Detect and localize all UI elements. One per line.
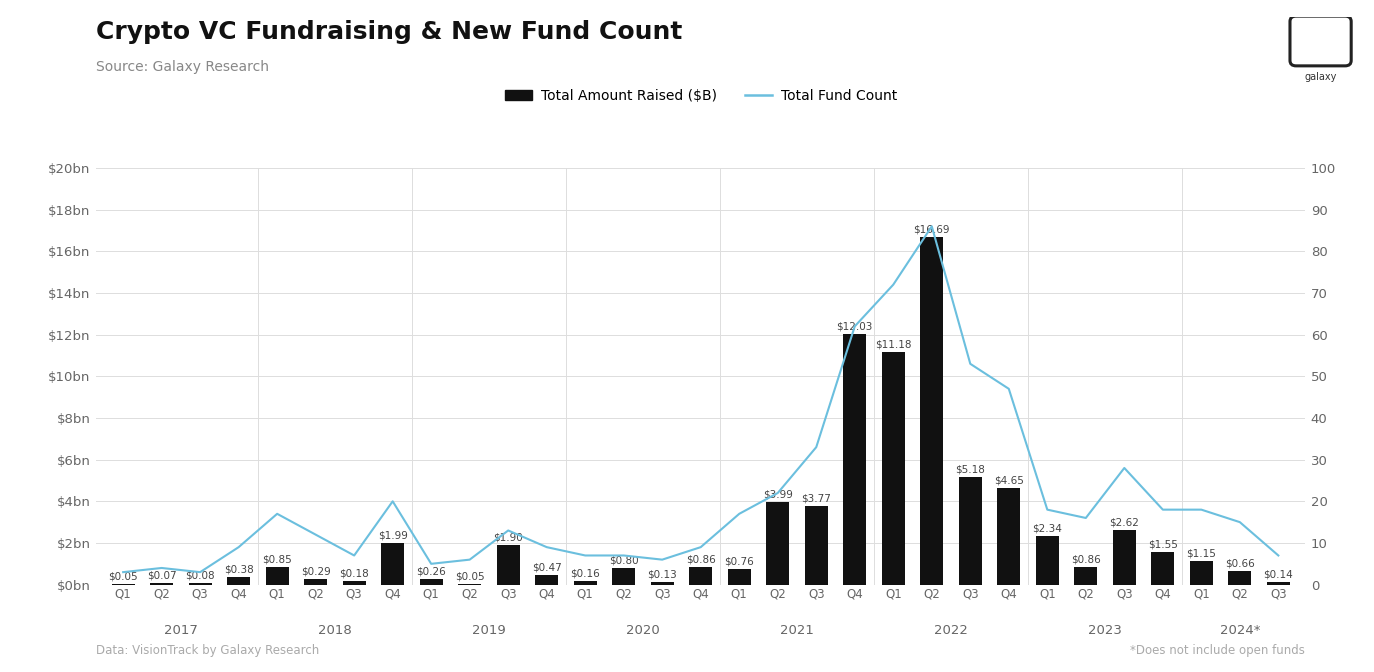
Text: $0.66: $0.66 [1226, 558, 1254, 569]
Text: $0.86: $0.86 [686, 554, 716, 564]
Text: $0.80: $0.80 [609, 556, 639, 565]
Bar [111, 583, 135, 585]
Text: 2020: 2020 [627, 624, 660, 636]
Text: $2.34: $2.34 [1032, 523, 1062, 534]
Bar [534, 575, 558, 585]
Bar [150, 583, 173, 585]
Bar [1036, 536, 1059, 585]
Text: $0.76: $0.76 [724, 556, 754, 566]
Text: $0.38: $0.38 [224, 564, 254, 574]
Text: $16.69: $16.69 [914, 224, 949, 235]
Text: $1.99: $1.99 [378, 531, 408, 541]
Bar [1267, 582, 1290, 585]
Text: galaxy: galaxy [1304, 72, 1337, 82]
Text: $1.15: $1.15 [1186, 548, 1216, 558]
Text: $1.55: $1.55 [1147, 540, 1178, 550]
Bar [959, 476, 982, 585]
Text: 2021: 2021 [780, 624, 813, 636]
Bar [188, 583, 212, 585]
Legend: Total Amount Raised ($B), Total Fund Count: Total Amount Raised ($B), Total Fund Cou… [499, 83, 903, 108]
Text: $11.18: $11.18 [875, 339, 911, 349]
Text: $0.18: $0.18 [339, 569, 370, 579]
Text: $4.65: $4.65 [993, 475, 1024, 485]
Bar [265, 567, 289, 585]
Text: $0.05: $0.05 [455, 571, 485, 581]
Text: 2022: 2022 [934, 624, 967, 636]
Bar [419, 579, 442, 585]
Text: $3.77: $3.77 [801, 494, 831, 503]
Text: $0.16: $0.16 [570, 569, 600, 579]
Bar [1190, 560, 1213, 585]
Text: $12.03: $12.03 [837, 321, 872, 331]
Text: $5.18: $5.18 [955, 464, 985, 474]
Text: $3.99: $3.99 [763, 489, 793, 499]
Bar [496, 545, 519, 585]
Text: 2018: 2018 [317, 624, 352, 636]
Text: $0.86: $0.86 [1070, 554, 1101, 564]
Bar [613, 568, 635, 585]
Text: $0.05: $0.05 [109, 571, 137, 581]
Text: $0.29: $0.29 [301, 566, 331, 576]
Bar [381, 543, 404, 585]
Text: $1.90: $1.90 [493, 532, 523, 542]
Bar [1228, 571, 1252, 585]
Text: $0.26: $0.26 [416, 566, 447, 577]
Text: Source: Galaxy Research: Source: Galaxy Research [96, 60, 269, 75]
Bar [1151, 552, 1175, 585]
Bar [921, 237, 944, 585]
Text: 2019: 2019 [473, 624, 506, 636]
Bar [1074, 566, 1098, 585]
Text: *Does not include open funds: *Does not include open funds [1131, 644, 1305, 657]
Text: $0.47: $0.47 [532, 562, 562, 573]
Text: 2023: 2023 [1088, 624, 1123, 636]
Bar [458, 583, 481, 585]
Text: $0.13: $0.13 [647, 569, 677, 579]
Text: $0.85: $0.85 [262, 554, 293, 564]
Bar [998, 488, 1021, 585]
Text: $0.07: $0.07 [147, 571, 176, 581]
Text: $2.62: $2.62 [1109, 517, 1139, 528]
Text: Data: VisionTrack by Galaxy Research: Data: VisionTrack by Galaxy Research [96, 644, 319, 657]
Bar [304, 579, 327, 585]
Bar [844, 334, 867, 585]
Bar [882, 351, 905, 585]
Bar [805, 506, 827, 585]
Bar [651, 582, 673, 585]
Text: $0.08: $0.08 [185, 571, 214, 581]
Bar [574, 581, 596, 585]
Text: 2017: 2017 [164, 624, 198, 636]
Bar [728, 569, 750, 585]
Text: 2024*: 2024* [1220, 624, 1260, 636]
Bar [1113, 530, 1136, 585]
Bar [227, 577, 250, 585]
Text: $0.14: $0.14 [1264, 569, 1293, 579]
Bar [342, 581, 365, 585]
FancyBboxPatch shape [1290, 16, 1351, 66]
Text: Crypto VC Fundraising & New Fund Count: Crypto VC Fundraising & New Fund Count [96, 20, 683, 44]
Bar [690, 566, 712, 585]
Bar [767, 501, 789, 585]
